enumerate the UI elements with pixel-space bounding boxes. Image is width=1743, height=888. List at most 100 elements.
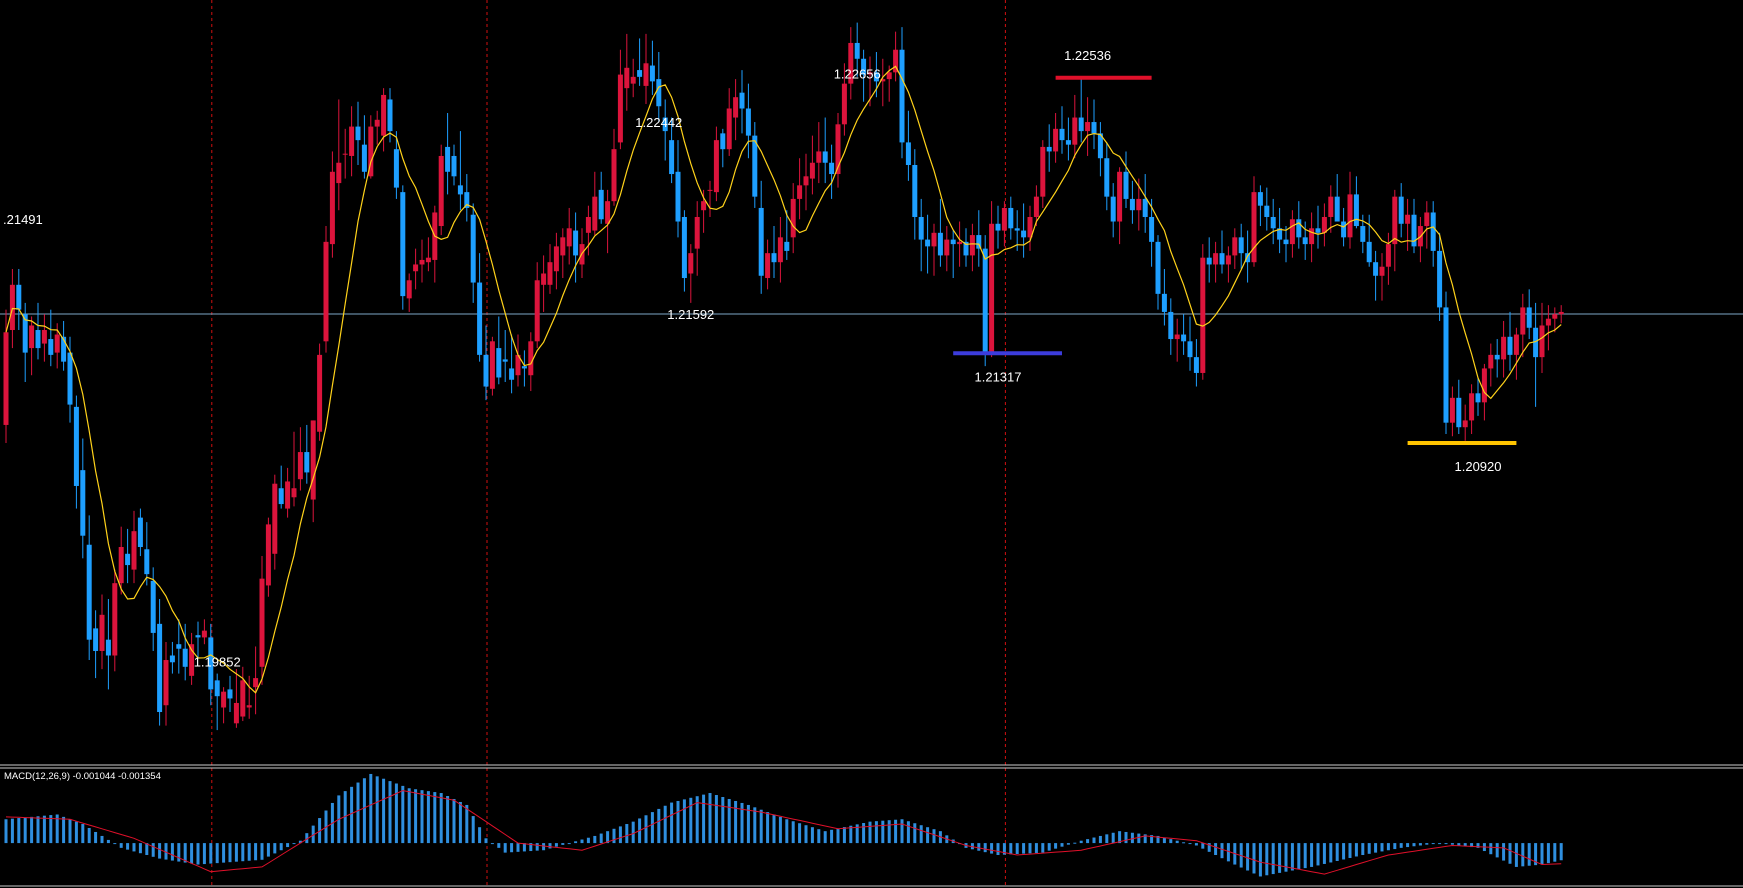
macd-bar-121 — [778, 816, 782, 844]
candle-body-98 — [630, 76, 636, 84]
candle-body-176 — [1129, 198, 1135, 211]
macd-bar-164 — [1054, 843, 1058, 849]
macd-bar-59 — [382, 778, 386, 844]
macd-bar-216 — [1386, 843, 1390, 851]
candle-body-8 — [54, 334, 60, 353]
macd-bar-74 — [478, 827, 482, 844]
macd-bar-242 — [1553, 843, 1557, 862]
macd-bar-167 — [1073, 842, 1077, 844]
macd-bar-239 — [1534, 843, 1538, 866]
candle-body-188 — [1206, 257, 1212, 265]
macd-bar-114 — [734, 800, 738, 844]
candle-body-77 — [496, 348, 502, 378]
candle-body-112 — [720, 133, 726, 150]
macd-bar-118 — [759, 809, 763, 844]
candle-body-208 — [1334, 196, 1340, 222]
macd-bar-57 — [369, 773, 373, 844]
macd-bar-137 — [881, 820, 885, 844]
candle-body-94 — [605, 201, 611, 224]
candle-body-27 — [176, 644, 182, 649]
candle-body-21 — [137, 517, 143, 548]
candle-body-13 — [86, 544, 92, 640]
candle-body-205 — [1315, 228, 1321, 233]
candle-body-25 — [163, 660, 169, 706]
candle-body-219 — [1405, 214, 1411, 224]
macd-bar-186 — [1194, 843, 1198, 846]
macd-bar-22 — [145, 843, 149, 856]
macd-label: MACD(12,26,9) -0.001044 -0.001354 — [4, 771, 161, 782]
candle-body-155 — [995, 223, 1001, 231]
macd-bar-176 — [1130, 832, 1134, 844]
candle-body-44 — [285, 481, 291, 509]
candle-body-48 — [310, 420, 316, 500]
price-label-2: 1.21592 — [667, 307, 714, 322]
macd-bar-4 — [30, 816, 34, 844]
macd-bar-31 — [202, 843, 206, 865]
candle-body-17 — [112, 583, 118, 656]
macd-bar-2 — [17, 818, 21, 844]
candle-body-242 — [1552, 314, 1558, 319]
candle-body-53 — [342, 153, 348, 155]
macd-bar-21 — [138, 843, 142, 854]
macd-bar-105 — [676, 800, 680, 844]
macd-bar-109 — [702, 794, 706, 844]
candle-body-161 — [1033, 196, 1039, 217]
candle-body-108 — [694, 216, 700, 249]
macd-signal-line — [5, 790, 1562, 875]
macd-bar-122 — [785, 819, 789, 844]
candle-body-91 — [585, 216, 591, 233]
macd-bar-28 — [183, 843, 187, 863]
candle-body-79 — [509, 368, 515, 380]
candle-body-228 — [1462, 420, 1468, 428]
candle-body-3 — [22, 314, 28, 353]
candle-body-241 — [1545, 318, 1551, 326]
candle-body-138 — [886, 72, 892, 80]
macd-bar-185 — [1188, 843, 1192, 845]
candle-body-30 — [195, 635, 201, 638]
macd-bar-136 — [874, 821, 878, 844]
candle-body-52 — [336, 162, 342, 184]
macd-bar-71 — [458, 801, 462, 844]
macd-bar-199 — [1278, 843, 1282, 873]
candle-body-239 — [1533, 327, 1539, 358]
macd-bar-132 — [849, 825, 853, 844]
candle-body-114 — [733, 97, 739, 118]
candle-body-65 — [419, 259, 425, 265]
candle-body-184 — [1181, 334, 1187, 342]
candle-body-147 — [944, 239, 950, 256]
candle-body-31 — [201, 630, 207, 638]
macd-bar-205 — [1316, 843, 1320, 866]
macd-bar-196 — [1258, 843, 1262, 877]
candle-body-86 — [553, 246, 559, 272]
macd-bar-236 — [1514, 843, 1518, 867]
candle-body-165 — [1059, 128, 1065, 141]
macd-bar-243 — [1559, 843, 1563, 861]
candle-body-28 — [182, 648, 188, 667]
candle-body-211 — [1353, 194, 1359, 227]
macd-bar-237 — [1521, 843, 1525, 867]
macd-bar-91 — [586, 837, 590, 844]
candle-body-198 — [1270, 216, 1276, 229]
candle-body-186 — [1193, 357, 1199, 373]
macd-bar-108 — [695, 796, 699, 844]
candle-body-129 — [829, 162, 835, 175]
candle-body-120 — [771, 253, 777, 263]
macd-bar-56 — [362, 778, 366, 844]
macd-bar-101 — [650, 812, 654, 844]
price-label-5: 1.22536 — [1064, 48, 1111, 63]
macd-bar-7 — [49, 815, 53, 844]
candle-body-87 — [560, 237, 566, 256]
candle-body-63 — [406, 280, 412, 299]
candle-body-212 — [1360, 226, 1366, 242]
macd-bar-228 — [1463, 843, 1467, 847]
macd-bar-42 — [273, 843, 277, 854]
macd-bar-45 — [292, 843, 296, 845]
macd-bar-133 — [855, 824, 859, 844]
price-label-0: 1.19852 — [194, 654, 241, 669]
macd-bar-240 — [1540, 843, 1544, 865]
macd-bar-24 — [158, 843, 162, 859]
macd-bar-27 — [177, 843, 181, 862]
candle-body-73 — [470, 214, 476, 283]
candle-body-62 — [400, 192, 406, 297]
candle-body-117 — [752, 135, 758, 197]
